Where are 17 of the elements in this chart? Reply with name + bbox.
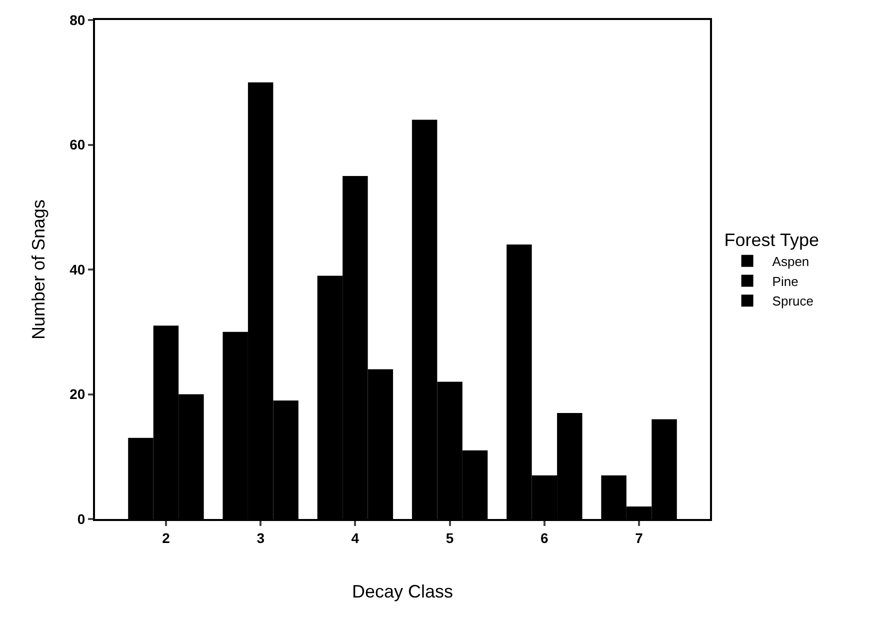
y-axis-title: Number of Snags — [28, 199, 48, 340]
x-axis-title: Decay Class — [352, 581, 454, 602]
x-tick-label: 2 — [162, 530, 170, 546]
y-tick-label: 40 — [70, 261, 86, 278]
x-tick-label: 7 — [635, 530, 644, 546]
legend-label: Spruce — [772, 294, 814, 309]
y-tick-label: 20 — [70, 386, 86, 402]
x-tick-label: 6 — [540, 530, 549, 546]
legend-label: Pine — [772, 274, 798, 289]
y-tick-label: 60 — [70, 136, 86, 153]
x-tick-label: 3 — [256, 530, 265, 546]
x-tick-label: 4 — [351, 530, 360, 546]
legend-label: Aspen — [772, 254, 810, 269]
y-tick-label: 80 — [70, 12, 86, 28]
y-tick-label: 0 — [77, 510, 86, 527]
legend-title: Forest Type — [724, 230, 820, 250]
x-tick-label: 5 — [446, 530, 454, 546]
